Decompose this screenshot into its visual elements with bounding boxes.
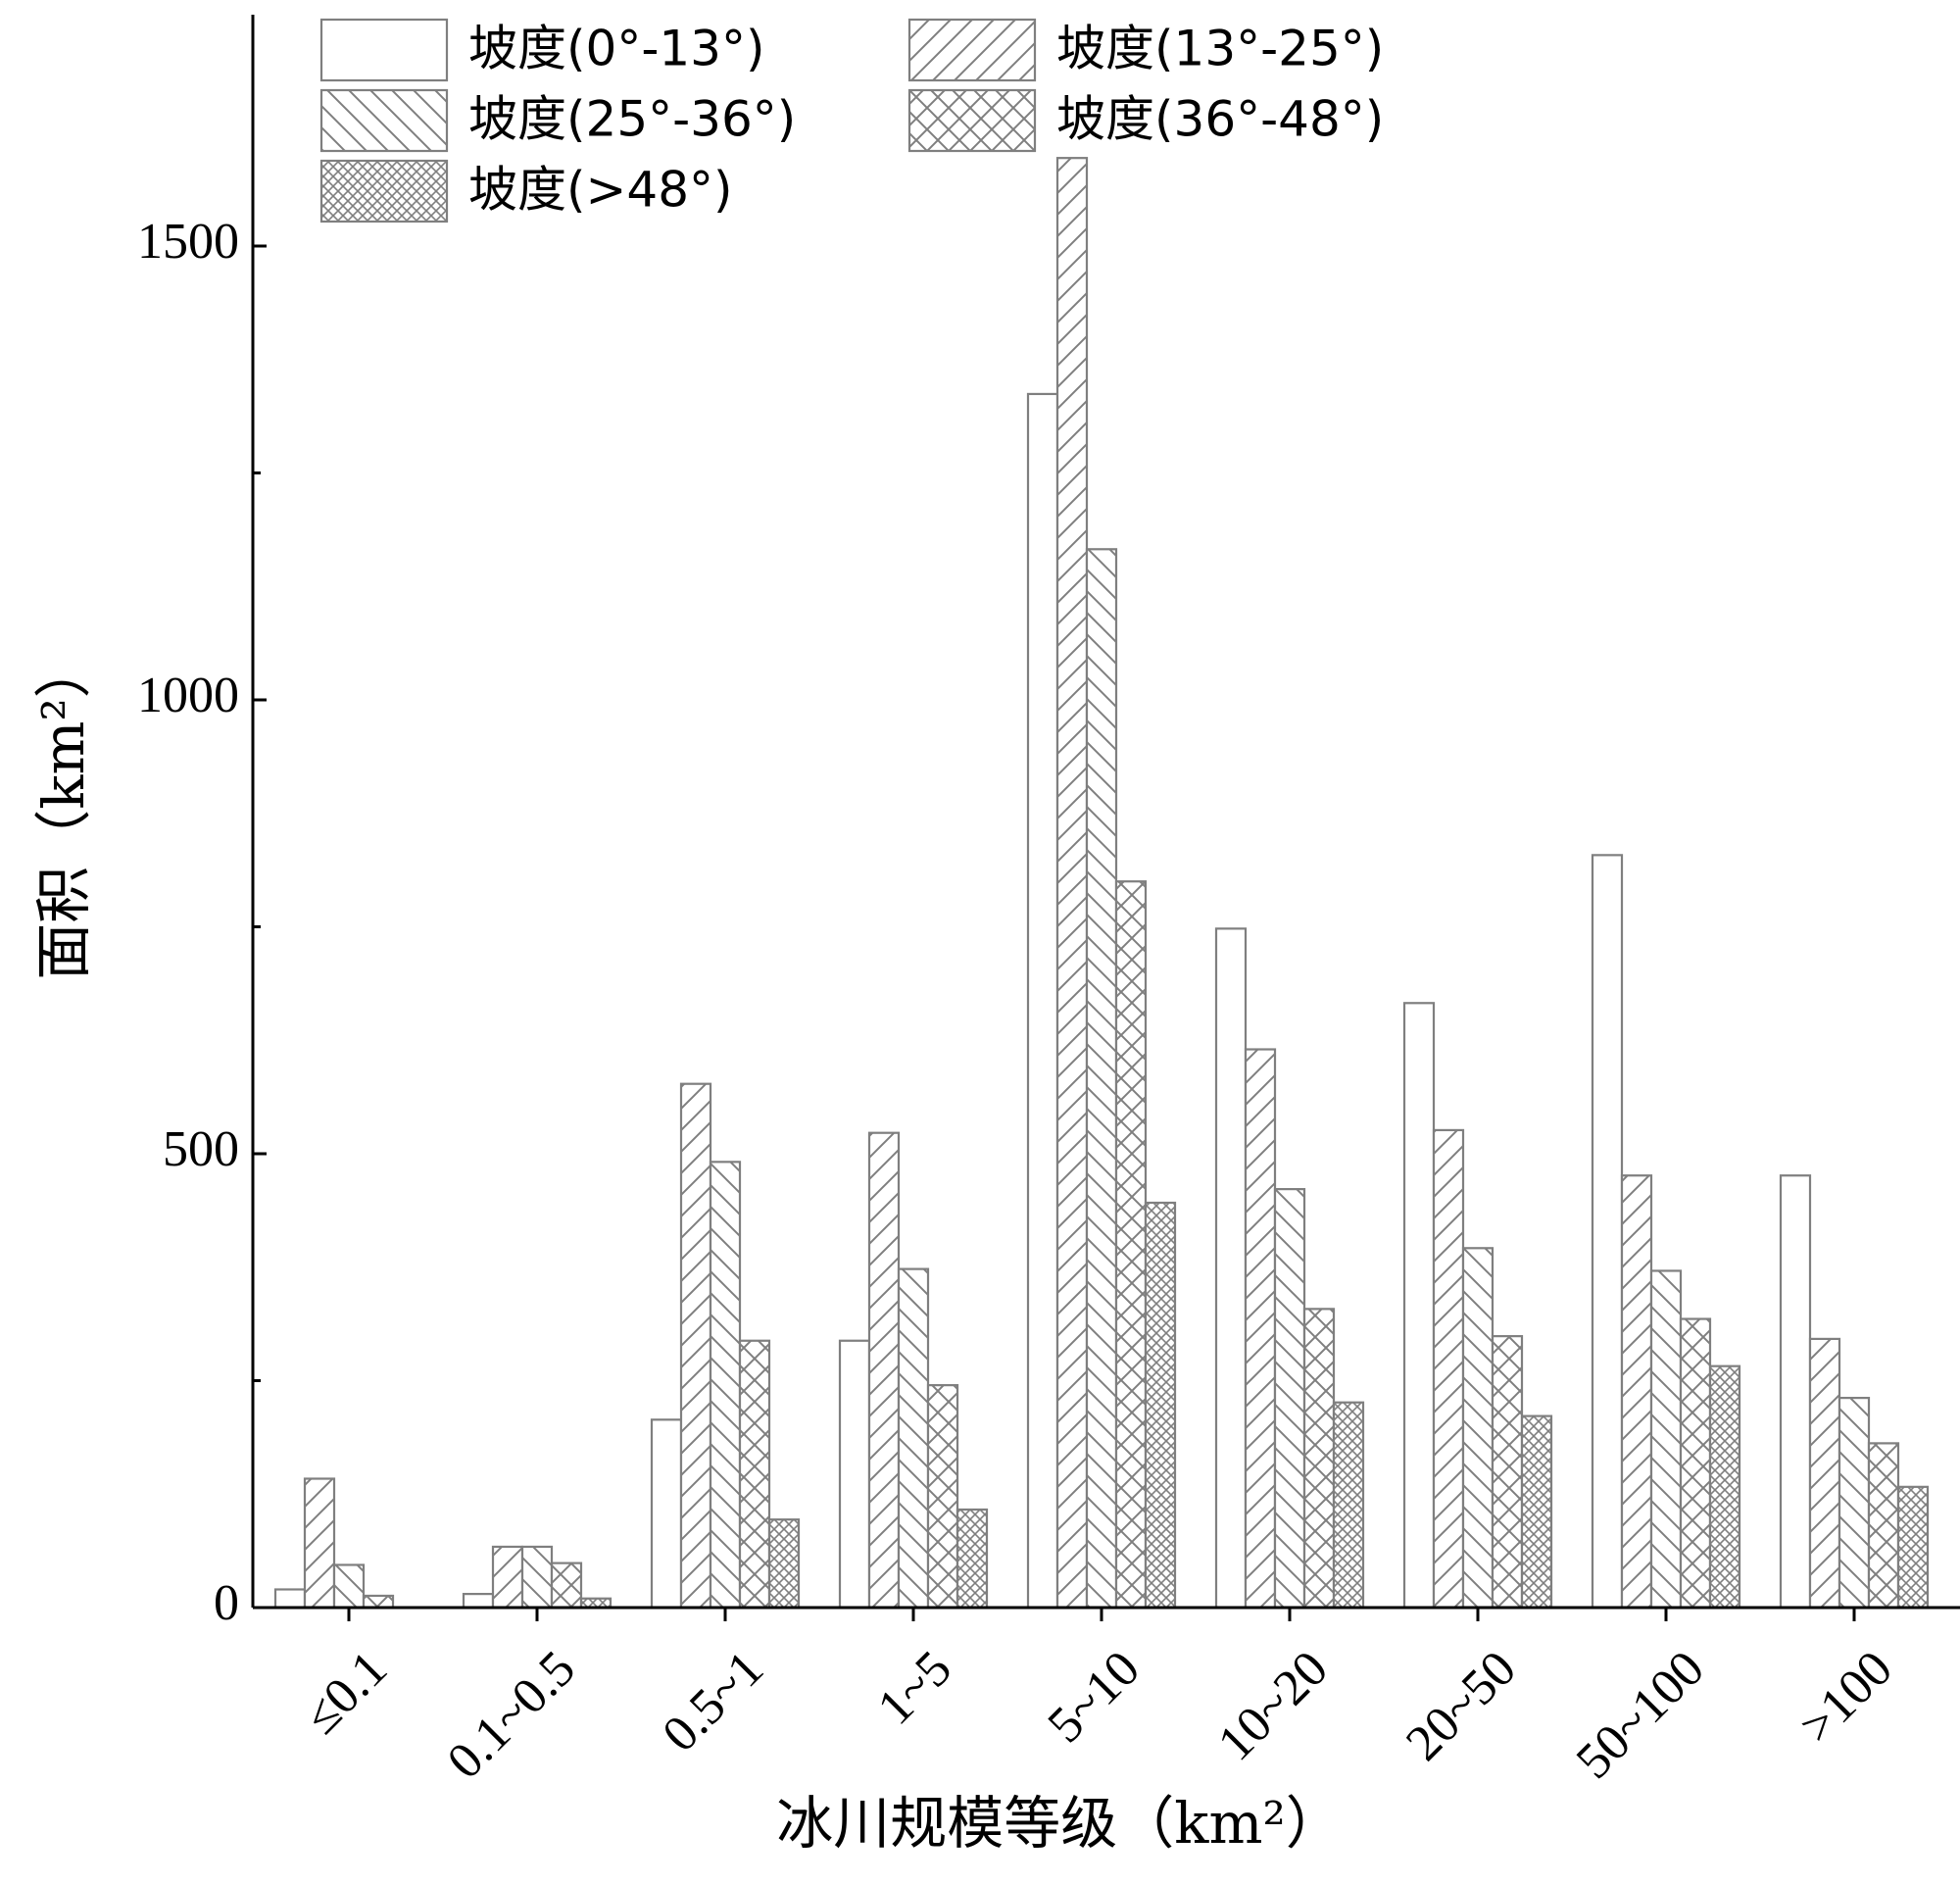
bar-2-3 xyxy=(738,1339,771,1610)
x-tick-label-8: >100 xyxy=(1789,1641,1903,1755)
y-tick-label-2: 1000 xyxy=(137,668,239,723)
bar-8-2 xyxy=(1838,1396,1871,1610)
bar-5-3 xyxy=(1302,1308,1336,1610)
bar-1-2 xyxy=(520,1545,554,1610)
bar-0-1 xyxy=(303,1477,336,1610)
legend-swatch-3 xyxy=(907,88,1037,153)
bar-6-0 xyxy=(1402,1002,1436,1610)
legend-label-1: 坡度(13°-25°) xyxy=(1056,21,1384,77)
x-tick-label-2: 0.5~1 xyxy=(652,1641,774,1763)
x-tick-label-3: 1~5 xyxy=(867,1641,962,1736)
legend-label-3: 坡度(36°-48°) xyxy=(1056,91,1384,148)
x-tick-label-7: 50~100 xyxy=(1566,1641,1715,1790)
bar-4-4 xyxy=(1144,1201,1177,1610)
bar-1-0 xyxy=(462,1593,495,1610)
bar-3-2 xyxy=(897,1267,930,1610)
bar-0-0 xyxy=(273,1588,307,1610)
y-tick-label-1: 500 xyxy=(163,1121,239,1177)
bar-8-3 xyxy=(1867,1442,1900,1610)
bar-4-2 xyxy=(1085,548,1118,1610)
x-tick-label-1: 0.1~0.5 xyxy=(437,1641,586,1790)
bar-0-2 xyxy=(332,1563,366,1610)
bar-2-2 xyxy=(709,1161,742,1610)
bar-6-3 xyxy=(1491,1335,1524,1610)
legend-swatch-0 xyxy=(319,18,449,82)
x-tick-label-4: 5~10 xyxy=(1038,1641,1151,1754)
bar-5-1 xyxy=(1244,1048,1277,1610)
bars xyxy=(273,157,1930,1610)
legend-swatch-2 xyxy=(319,88,449,153)
bar-8-4 xyxy=(1896,1485,1930,1610)
bar-1-3 xyxy=(550,1562,583,1610)
bar-6-2 xyxy=(1461,1247,1494,1610)
bar-4-1 xyxy=(1055,157,1089,1610)
bar-1-1 xyxy=(491,1545,524,1610)
bar-0-3 xyxy=(362,1594,395,1610)
bar-7-4 xyxy=(1708,1364,1741,1610)
bar-3-3 xyxy=(926,1384,959,1610)
bar-6-4 xyxy=(1520,1414,1553,1610)
bar-6-1 xyxy=(1432,1128,1465,1610)
bar-8-0 xyxy=(1779,1174,1812,1610)
bar-3-1 xyxy=(867,1131,901,1610)
y-axis-title: 面积（km²） xyxy=(30,641,97,979)
bar-7-1 xyxy=(1620,1174,1653,1610)
bar-7-3 xyxy=(1679,1317,1712,1610)
bar-4-3 xyxy=(1114,880,1148,1610)
bar-7-0 xyxy=(1591,854,1624,1610)
bar-7-2 xyxy=(1649,1269,1683,1610)
bar-3-0 xyxy=(838,1339,871,1610)
bar-5-4 xyxy=(1332,1401,1365,1610)
x-axis-title: 冰川规模等级（km²） xyxy=(776,1790,1342,1857)
bar-2-0 xyxy=(650,1418,683,1610)
bar-5-2 xyxy=(1273,1188,1306,1610)
bar-8-1 xyxy=(1808,1337,1841,1610)
bar-2-1 xyxy=(679,1082,712,1610)
y-tick-label-0: 0 xyxy=(214,1575,239,1631)
bar-3-4 xyxy=(956,1508,989,1610)
legend-swatch-1 xyxy=(907,18,1037,82)
x-tick-label-6: 20~50 xyxy=(1396,1641,1527,1772)
legend-label-0: 坡度(0°-13°) xyxy=(468,21,765,77)
bar-2-4 xyxy=(767,1518,801,1610)
legend-label-4: 坡度(>48°) xyxy=(468,162,733,219)
legend: 坡度(0°-13°) 坡度(13°-25°) 坡度(25°-36°) 坡度(36°-4… xyxy=(319,18,1384,223)
legend-swatch-4 xyxy=(319,159,449,223)
x-tick-label-0: ≤0.1 xyxy=(293,1641,397,1745)
bar-5-0 xyxy=(1214,927,1248,1610)
x-tick-label-5: 10~20 xyxy=(1207,1641,1339,1772)
y-tick-label-3: 1500 xyxy=(137,214,239,270)
legend-label-2: 坡度(25°-36°) xyxy=(468,91,796,148)
bar-4-0 xyxy=(1026,392,1059,1610)
